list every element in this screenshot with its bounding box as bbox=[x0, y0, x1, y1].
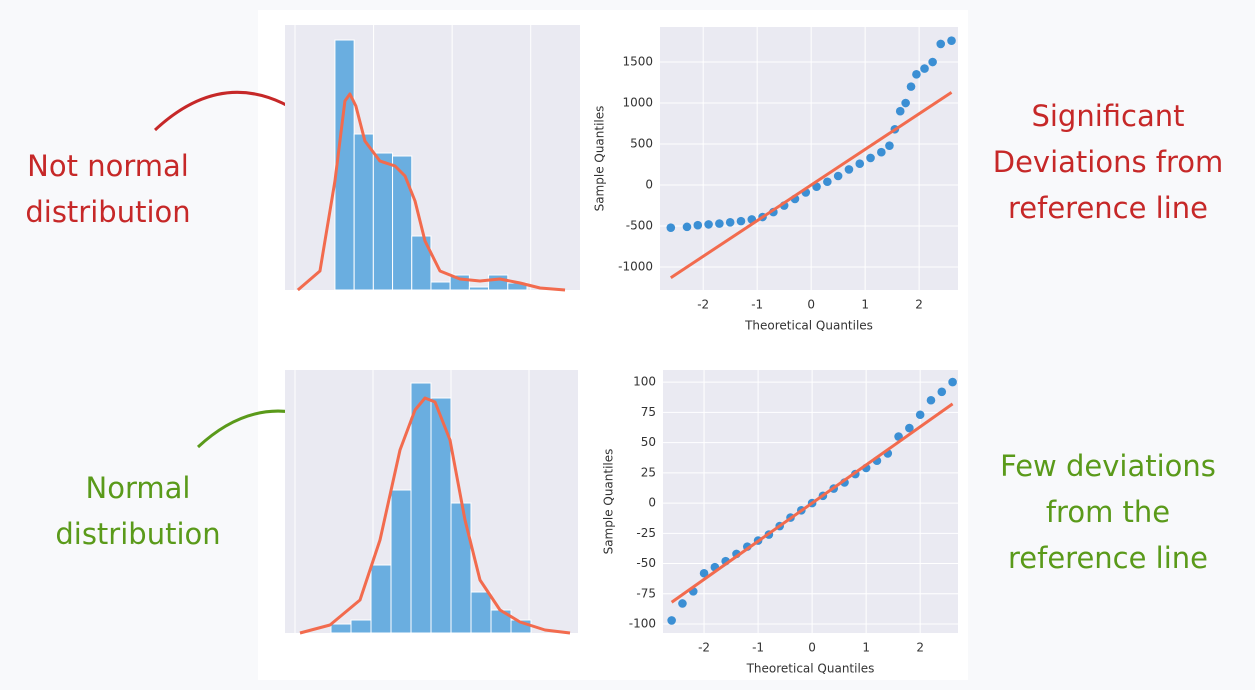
point bbox=[936, 39, 946, 49]
point bbox=[877, 147, 886, 157]
annotation: Normal bbox=[86, 471, 191, 505]
bar bbox=[488, 274, 509, 291]
point bbox=[666, 223, 676, 232]
bar bbox=[330, 623, 352, 634]
reference-line bbox=[669, 91, 953, 279]
y-tick-label: 0 bbox=[645, 178, 653, 192]
annotation: Not normal bbox=[27, 149, 189, 183]
point bbox=[682, 222, 692, 232]
y-tick-label: 25 bbox=[641, 465, 656, 479]
y-tick-label: 1000 bbox=[622, 96, 653, 110]
bar bbox=[372, 152, 394, 291]
x-tick-label: 2 bbox=[915, 298, 923, 312]
point bbox=[948, 377, 957, 387]
y-tick-label: 100 bbox=[633, 375, 656, 389]
x-tick-label: 1 bbox=[862, 641, 870, 655]
y-tick-label: 75 bbox=[641, 405, 656, 419]
x-tick-label: 0 bbox=[807, 298, 815, 312]
x-tick-label: -2 bbox=[698, 641, 710, 655]
point bbox=[844, 165, 854, 174]
point bbox=[725, 218, 735, 227]
plot-area bbox=[285, 25, 580, 290]
x-tick-label: -2 bbox=[697, 298, 709, 312]
y-tick-label: 0 bbox=[648, 496, 656, 510]
point bbox=[926, 395, 936, 405]
bar bbox=[350, 619, 372, 634]
y-tick-label: -500 bbox=[626, 219, 653, 233]
reference-line bbox=[670, 402, 954, 604]
x-axis-label: Theoretical Quantiles bbox=[744, 319, 873, 333]
point bbox=[833, 171, 843, 181]
y-tick-label: -100 bbox=[629, 617, 656, 631]
y-tick-label: -75 bbox=[636, 586, 656, 600]
bar bbox=[450, 502, 472, 634]
y-tick-label: 500 bbox=[630, 137, 653, 151]
bar bbox=[470, 591, 492, 634]
point bbox=[704, 220, 713, 229]
bar bbox=[411, 235, 432, 291]
plot-area bbox=[660, 27, 958, 290]
point bbox=[855, 159, 865, 169]
point bbox=[678, 599, 687, 608]
annotation: reference line bbox=[1008, 541, 1208, 575]
kde-curve bbox=[296, 92, 566, 292]
annotation: Significant bbox=[1031, 99, 1184, 133]
bar bbox=[468, 286, 490, 291]
point bbox=[736, 216, 746, 226]
y-tick-label: 50 bbox=[641, 435, 656, 449]
point bbox=[866, 153, 875, 163]
point bbox=[928, 57, 937, 67]
point bbox=[915, 410, 925, 420]
bar bbox=[392, 155, 413, 291]
point bbox=[667, 616, 676, 625]
point bbox=[823, 177, 832, 187]
point bbox=[947, 36, 956, 45]
y-axis-label: Sample Quantiles bbox=[602, 449, 616, 555]
y-tick-label: -1000 bbox=[618, 260, 653, 274]
bar bbox=[390, 489, 412, 634]
bar bbox=[430, 281, 451, 291]
annotation: from the bbox=[1046, 495, 1170, 529]
annotation: reference line bbox=[1008, 191, 1208, 225]
y-tick-label: -50 bbox=[636, 556, 656, 570]
y-tick-label: -25 bbox=[636, 526, 656, 540]
x-tick-label: 2 bbox=[916, 641, 924, 655]
point bbox=[901, 98, 910, 108]
annotation: distribution bbox=[55, 517, 220, 551]
annotation: Deviations from bbox=[993, 145, 1224, 179]
annotation: Few deviations bbox=[1000, 449, 1216, 483]
point bbox=[693, 220, 703, 230]
point bbox=[885, 141, 894, 150]
point bbox=[699, 568, 709, 578]
bar bbox=[410, 382, 432, 634]
y-axis-label: Sample Quantiles bbox=[593, 106, 607, 212]
point bbox=[906, 82, 916, 91]
bar bbox=[353, 133, 374, 291]
kde-curve bbox=[299, 396, 571, 635]
bar bbox=[370, 564, 392, 634]
x-tick-label: -1 bbox=[751, 298, 763, 312]
point bbox=[912, 70, 921, 79]
x-tick-label: 1 bbox=[861, 298, 869, 312]
y-tick-label: 1500 bbox=[622, 55, 653, 69]
point bbox=[905, 423, 914, 433]
x-tick-label: -1 bbox=[752, 641, 764, 655]
point bbox=[715, 219, 724, 228]
annotation: distribution bbox=[25, 195, 190, 229]
x-tick-label: 0 bbox=[808, 641, 816, 655]
point bbox=[937, 387, 947, 397]
point bbox=[920, 64, 929, 73]
x-axis-label: Theoretical Quantiles bbox=[746, 662, 875, 676]
point bbox=[895, 106, 905, 116]
